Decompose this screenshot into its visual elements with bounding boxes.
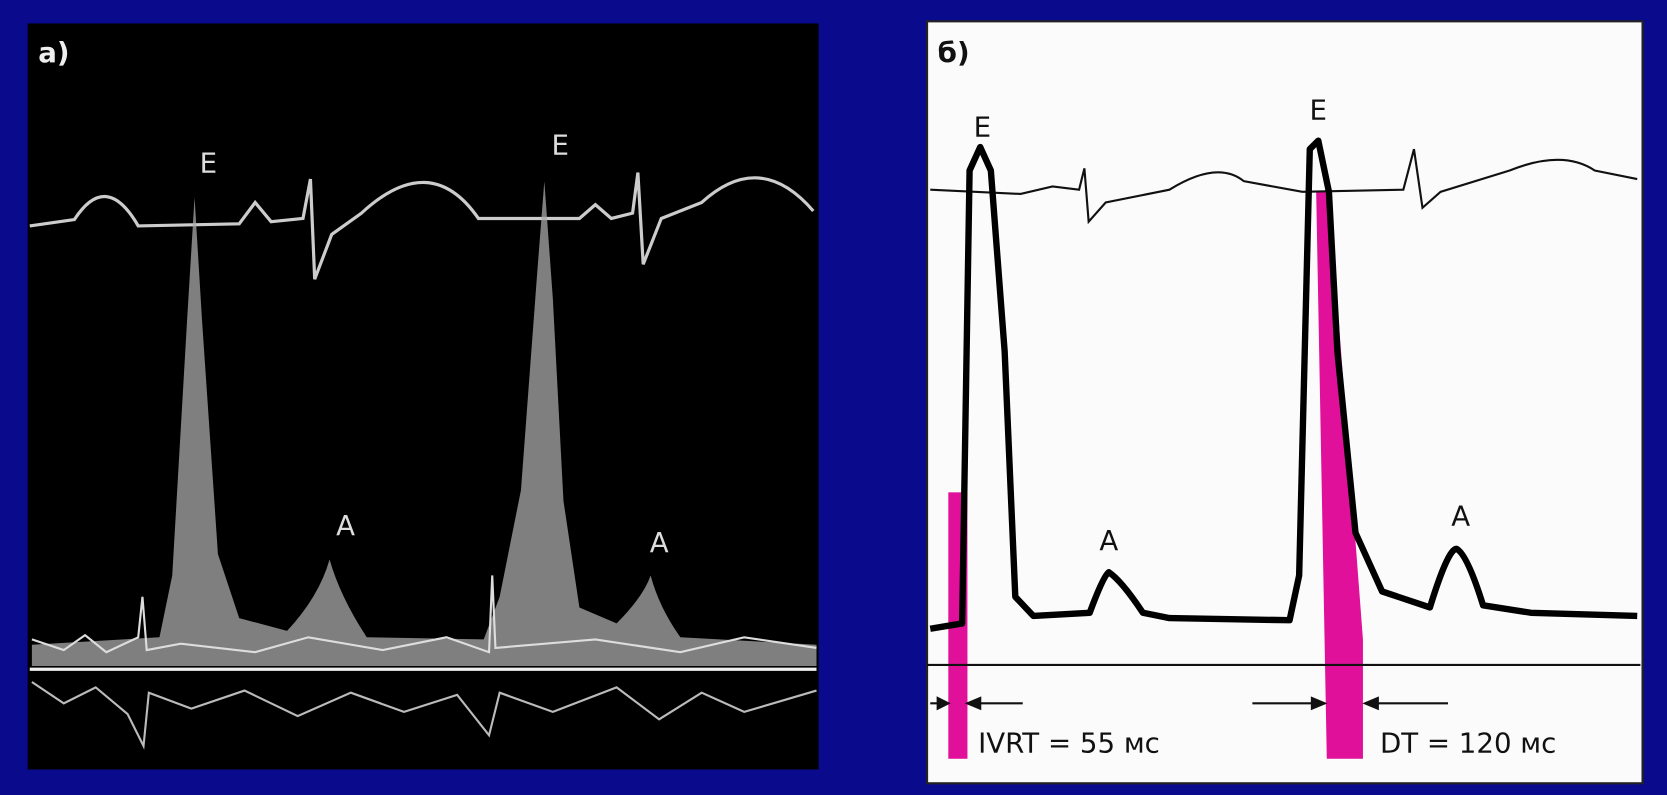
peak-label: A (1099, 524, 1118, 557)
peak-label: E (974, 110, 991, 143)
dt-marker (1316, 191, 1363, 759)
noise-below (31, 681, 817, 750)
annotation: IVRT = 55 мс (978, 726, 1160, 759)
panel-background (925, 20, 1644, 785)
ecg-trace (930, 148, 1638, 225)
noise (31, 575, 817, 654)
peak-label: E (552, 128, 569, 161)
doppler-trace (929, 137, 1638, 632)
panel-label: а) (38, 36, 69, 69)
peak-label: A (336, 509, 355, 542)
annotation: DT = 120 мс (1380, 726, 1556, 759)
peak-label: E (200, 147, 217, 180)
panel-label: б) (938, 36, 970, 69)
panel-b: б) E E A A IVRT = 55 мс DT = 120 мс (925, 20, 1644, 785)
peak-label: A (650, 526, 669, 559)
peak-label: E (1310, 93, 1327, 126)
panel-a: а) E E A A (27, 23, 819, 770)
peak-label: A (1451, 499, 1470, 532)
ecg-trace (29, 172, 815, 280)
interval-arrows (930, 696, 1448, 711)
doppler-flow (31, 181, 817, 667)
